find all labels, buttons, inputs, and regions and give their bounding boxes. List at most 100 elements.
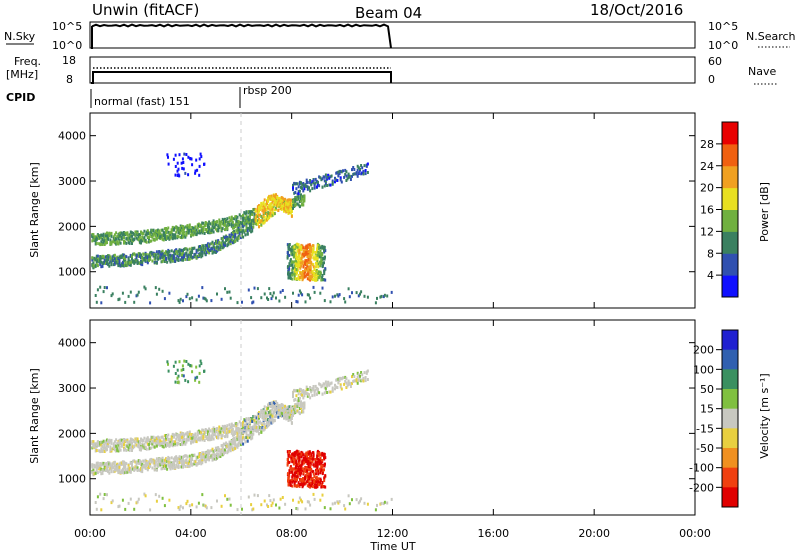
- scatter-cell: [234, 422, 237, 426]
- scatter-cell: [159, 463, 162, 467]
- scatter-cell: [180, 228, 183, 232]
- scatter-cell: [309, 255, 312, 258]
- scatter-cell: [281, 201, 284, 205]
- scatter-cell: [167, 248, 170, 252]
- scatter-cell: [263, 206, 266, 210]
- scatter-cell: [118, 240, 121, 244]
- scatter-cell: [200, 362, 203, 366]
- scatter-cell: [390, 290, 393, 294]
- scatter-cell: [182, 225, 184, 229]
- scatter-cell: [104, 466, 107, 470]
- scatter-cell: [140, 463, 142, 467]
- scatter-cell: [224, 243, 226, 247]
- scatter-cell: [303, 273, 306, 277]
- scatter-cell: [321, 392, 324, 396]
- scatter-cell: [297, 465, 300, 469]
- scatter-cell: [294, 251, 297, 255]
- scatter-cell: [307, 450, 310, 454]
- scatter-cell: [312, 492, 315, 496]
- scatter-cell: [266, 215, 268, 219]
- scatter-cell: [275, 413, 277, 417]
- scatter-cell: [321, 177, 324, 181]
- scatter-cell: [141, 442, 144, 446]
- scatter-cell: [230, 430, 233, 434]
- scatter-cell: [93, 265, 96, 269]
- scatter-cell: [118, 445, 121, 449]
- scatter-cell: [285, 206, 288, 209]
- scatter-cell: [268, 418, 271, 422]
- scatter-cell: [280, 407, 283, 410]
- scatter-cell: [102, 441, 105, 445]
- scatter-cell: [306, 387, 309, 391]
- scatter-cell: [119, 448, 122, 452]
- scatter-cell: [263, 198, 266, 202]
- scatter-cell: [275, 406, 277, 410]
- scatter-cell: [92, 263, 95, 267]
- scatter-cell: [320, 261, 323, 265]
- scatter-cell: [231, 221, 234, 224]
- scatter-cell: [294, 182, 297, 186]
- scatter-cell: [132, 459, 135, 463]
- scatter-cell: [176, 252, 179, 256]
- scatter-cell: [262, 428, 265, 432]
- scatter-cell: [95, 443, 98, 447]
- scatter-cell: [92, 261, 95, 265]
- scatter-cell: [166, 460, 169, 464]
- scatter-cell: [111, 464, 114, 468]
- scatter-cell: [161, 456, 164, 460]
- scatter-cell: [171, 259, 174, 263]
- scatter-cell: [178, 438, 181, 442]
- scatter-cell: [210, 247, 213, 251]
- scatter-cell: [113, 460, 116, 464]
- scatter-cell: [255, 218, 258, 222]
- scatter-cell: [337, 381, 340, 385]
- scatter-cell: [335, 385, 338, 389]
- scatter-cell: [195, 440, 198, 444]
- scatter-cell: [205, 458, 208, 462]
- scatter-cell: [248, 433, 251, 437]
- scatter-cell: [103, 260, 106, 264]
- scatter-cell: [245, 219, 248, 223]
- scatter-cell: [98, 258, 101, 262]
- scatter-cell: [281, 496, 284, 499]
- scatter-cell: [169, 440, 172, 444]
- scatter-cell: [225, 446, 228, 450]
- scatter-cell: [233, 441, 236, 445]
- scatter-cell: [129, 239, 132, 242]
- scatter-cell: [161, 435, 164, 439]
- scatter-cell: [312, 250, 315, 254]
- scatter-cell: [177, 258, 180, 261]
- scatter-cell: [238, 231, 241, 235]
- scatter-cell: [242, 423, 245, 427]
- scatter-cell: [103, 446, 106, 450]
- scatter-cell: [174, 173, 177, 177]
- scatter-cell: [216, 452, 218, 456]
- scatter-cell: [168, 232, 171, 236]
- scatter-cell: [196, 255, 199, 259]
- scatter-cell: [213, 248, 216, 251]
- scatter-cell: [363, 164, 366, 168]
- freq-unit-label: [MHz]: [6, 68, 38, 81]
- scatter-cell: [110, 294, 113, 298]
- scatter-cell: [104, 232, 107, 236]
- scatter-cell: [194, 436, 197, 440]
- scatter-cell: [246, 436, 249, 440]
- scatter-cell: [148, 235, 150, 239]
- scatter-cell: [98, 444, 101, 447]
- scatter-cell: [100, 462, 103, 466]
- scatter-cell: [143, 257, 146, 261]
- scatter-cell: [306, 453, 309, 457]
- scatter-cell: [355, 498, 358, 502]
- scatter-cell: [243, 437, 246, 441]
- scatter-cell: [230, 425, 233, 429]
- scatter-cell: [182, 161, 185, 164]
- scatter-cell: [283, 405, 285, 408]
- scatter-cell: [138, 235, 141, 238]
- scatter-cell: [127, 448, 130, 452]
- scatter-cell: [204, 297, 207, 301]
- scatter-cell: [118, 255, 121, 259]
- scatter-cell: [107, 444, 110, 448]
- scatter-cell: [353, 168, 356, 171]
- scatter-cell: [308, 459, 311, 463]
- scatter-cell: [101, 238, 104, 241]
